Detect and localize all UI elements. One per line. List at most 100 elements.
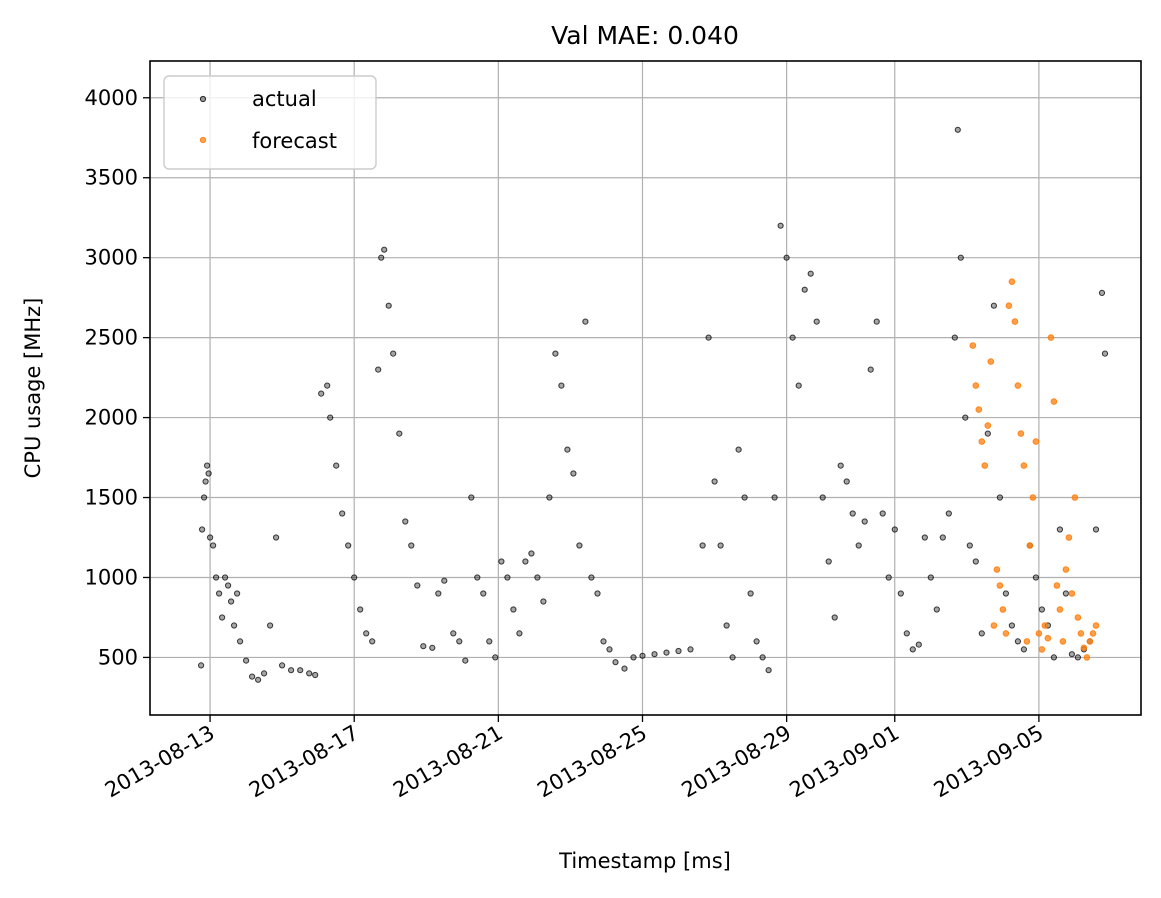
actual-point (837, 462, 844, 469)
forecast-point (1032, 438, 1040, 445)
forecast-point (1059, 638, 1067, 645)
actual-point (339, 510, 346, 517)
actual-point (231, 622, 238, 629)
actual-point (345, 542, 352, 549)
actual-point (234, 590, 241, 597)
actual-point (1074, 654, 1082, 661)
forecast-point (981, 462, 989, 469)
actual-point (378, 254, 385, 261)
forecast-point (1068, 590, 1076, 597)
actual-point (498, 558, 505, 565)
x-axis-label: Timestamp [ms] (558, 849, 731, 873)
actual-point (1020, 646, 1028, 653)
forecast-point (1038, 646, 1046, 653)
actual-point (255, 676, 262, 683)
actual-point (381, 246, 388, 253)
actual-point (735, 446, 742, 453)
actual-point (1062, 590, 1070, 597)
forecast-point (1044, 634, 1052, 642)
actual-point (267, 622, 274, 629)
actual-point (612, 659, 619, 666)
forecast-point (1089, 630, 1097, 637)
actual-point (962, 414, 969, 421)
actual-point (771, 494, 778, 501)
actual-point (984, 430, 991, 437)
forecast-series (969, 278, 1100, 661)
actual-point (385, 302, 392, 309)
forecast-point (1041, 622, 1049, 629)
y-tick-label: 3500 (85, 166, 138, 190)
actual-point (621, 665, 628, 672)
actual-point (819, 494, 826, 501)
forecast-point (1020, 462, 1028, 469)
actual-point (813, 318, 820, 325)
forecast-point (999, 606, 1007, 613)
actual-point (210, 542, 217, 549)
actual-point (933, 606, 940, 613)
actual-point (273, 534, 280, 541)
actual-point (873, 318, 880, 325)
forecast-point (978, 438, 986, 445)
actual-point (891, 526, 898, 533)
actual-point (363, 630, 370, 637)
actual-point (1068, 651, 1076, 658)
actual-point (687, 646, 694, 653)
actual-point (951, 334, 958, 341)
actual-point (480, 590, 487, 597)
forecast-point (1080, 644, 1088, 652)
actual-point (576, 542, 583, 549)
actual-point (663, 649, 670, 656)
actual-point (1002, 590, 1010, 597)
actual-point (318, 390, 325, 397)
actual-point (801, 286, 808, 293)
y-tick-label: 500 (98, 645, 138, 669)
plot-frame (149, 60, 1142, 716)
actual-point (546, 494, 553, 501)
actual-point (306, 670, 313, 677)
actual-point (462, 657, 469, 664)
actual-point (867, 366, 874, 373)
forecast-point (996, 582, 1004, 589)
forecast-point (990, 622, 998, 629)
actual-point (1032, 574, 1040, 581)
forecast-point (1005, 302, 1013, 310)
forecast-point (1014, 382, 1022, 389)
chart-title: Val MAE: 0.040 (551, 21, 739, 50)
actual-point (450, 630, 457, 637)
actual-point (456, 638, 463, 645)
actual-point (639, 652, 646, 659)
actual-point (606, 646, 613, 653)
forecast-point (975, 406, 983, 413)
actual-point (747, 590, 754, 597)
actual-point (1014, 638, 1022, 645)
actual-point (741, 494, 748, 501)
actual-point (861, 518, 868, 525)
y-tick-label: 2500 (85, 326, 138, 350)
actual-point (408, 542, 415, 549)
forecast-point (1011, 318, 1019, 325)
actual-point (897, 590, 904, 597)
actual-point (753, 638, 760, 645)
actual-point (288, 667, 295, 674)
actual-point (204, 462, 211, 469)
actual-point (558, 382, 565, 389)
actual-point (504, 574, 511, 581)
actual-point (582, 318, 589, 325)
actual-point (594, 590, 601, 597)
actual-point (843, 478, 850, 485)
actual-point (1050, 654, 1058, 661)
actual-point (1101, 350, 1109, 357)
actual-point (630, 654, 637, 661)
actual-point (312, 671, 319, 679)
actual-point (996, 494, 1004, 501)
actual-point (390, 350, 397, 357)
actual-point (243, 657, 250, 664)
actual-point (675, 647, 682, 655)
actual-point (369, 638, 376, 645)
actual-point (972, 558, 979, 565)
actual-point (978, 630, 985, 637)
actual-point (279, 662, 286, 669)
actual-point (909, 646, 916, 653)
forecast-point (1008, 278, 1016, 286)
actual-point (429, 644, 436, 651)
